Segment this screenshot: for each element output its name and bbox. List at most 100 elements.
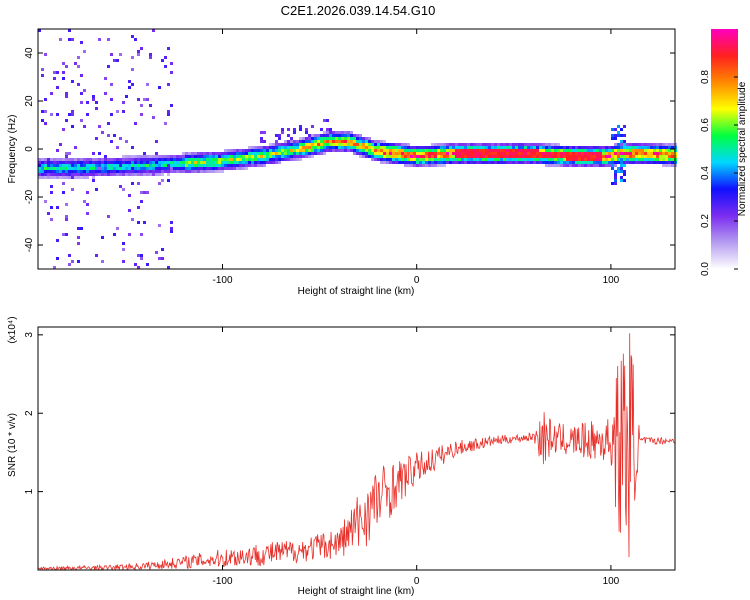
heatmap-cell <box>656 152 659 155</box>
heatmap-cell <box>167 170 170 173</box>
heatmap-cell <box>101 131 104 134</box>
heatmap-cell <box>605 155 608 158</box>
heatmap-cell <box>419 164 422 167</box>
heatmap-cell <box>239 167 242 170</box>
heatmap-cell <box>413 155 416 158</box>
heatmap-cell <box>362 152 365 155</box>
heatmap-cell <box>416 161 419 164</box>
heatmap-cell <box>215 167 218 170</box>
heatmap-cell <box>41 173 44 176</box>
heatmap-cell <box>143 161 146 164</box>
heatmap-cell <box>470 143 473 146</box>
heatmap-cell <box>212 158 215 161</box>
heatmap-cell <box>122 173 125 176</box>
heatmap-cell <box>587 164 590 167</box>
heatmap-cell <box>563 155 566 158</box>
heatmap-cell <box>545 152 548 155</box>
heatmap-cell <box>251 146 254 149</box>
heatmap-cell <box>158 170 161 173</box>
heatmap-cell <box>98 173 101 176</box>
heatmap-cell <box>461 161 464 164</box>
heatmap-cell <box>287 149 290 152</box>
heatmap-cell <box>533 158 536 161</box>
heatmap-cell <box>269 158 272 161</box>
heatmap-cell <box>62 158 65 161</box>
heatmap-cell <box>71 173 74 176</box>
heatmap-cell <box>83 50 86 53</box>
heatmap-cell <box>593 149 596 152</box>
heatmap-cell <box>209 152 212 155</box>
heatmap-cell <box>125 140 128 143</box>
heatmap-cell <box>95 137 98 140</box>
heatmap-cell <box>47 158 50 161</box>
heatmap-cell <box>386 146 389 149</box>
heatmap-cell <box>488 149 491 152</box>
heatmap-cell <box>602 155 605 158</box>
heatmap-cell <box>155 161 158 164</box>
heatmap-cell <box>518 143 521 146</box>
heatmap-cell <box>545 164 548 167</box>
heatmap-cell <box>242 149 245 152</box>
heatmap-cell <box>116 164 119 167</box>
heatmap-cell <box>479 155 482 158</box>
heatmap-cell <box>347 143 350 146</box>
heatmap-cell <box>98 161 101 164</box>
heatmap-cell <box>620 128 623 131</box>
heatmap-cell <box>41 68 44 71</box>
heatmap-cell <box>71 38 74 41</box>
heatmap-cell <box>359 149 362 152</box>
heatmap-cell <box>320 134 323 137</box>
heatmap-cell <box>554 143 557 146</box>
heatmap-cell <box>590 164 593 167</box>
heatmap-cell <box>224 161 227 164</box>
heatmap-cell <box>140 200 143 203</box>
heatmap-cell <box>620 143 623 146</box>
heatmap-cell <box>137 266 140 269</box>
heatmap-cell <box>242 158 245 161</box>
heatmap-cell <box>581 164 584 167</box>
heatmap-cell <box>101 164 104 167</box>
snr-y-multiplier: (x10⁴) <box>7 316 18 343</box>
heatmap-cell <box>656 149 659 152</box>
heatmap-cell <box>143 98 146 101</box>
heatmap-cell <box>80 164 83 167</box>
heatmap-cell <box>335 149 338 152</box>
heatmap-cell <box>485 149 488 152</box>
heatmap-cell <box>380 143 383 146</box>
heatmap-cell <box>506 155 509 158</box>
heatmap-cell <box>44 170 47 173</box>
heatmap-cell <box>128 86 131 89</box>
heatmap-cell <box>101 170 104 173</box>
heatmap-cell <box>431 155 434 158</box>
heatmap-cell <box>533 152 536 155</box>
heatmap-cell <box>275 134 278 137</box>
heatmap-cell <box>188 155 191 158</box>
heatmap-cell <box>197 167 200 170</box>
heatmap-cell <box>254 149 257 152</box>
heatmap-cell <box>425 146 428 149</box>
heatmap-cell <box>188 152 191 155</box>
heatmap-cell <box>422 164 425 167</box>
heatmap-cell <box>392 155 395 158</box>
heatmap-cell <box>431 161 434 164</box>
heatmap-cell <box>473 143 476 146</box>
heatmap-cell <box>272 158 275 161</box>
heatmap-cell <box>389 146 392 149</box>
heatmap-cell <box>485 143 488 146</box>
heatmap-cell <box>428 161 431 164</box>
heatmap-cell <box>365 146 368 149</box>
heatmap-cell <box>458 152 461 155</box>
heatmap-cell <box>395 143 398 146</box>
heatmap-cell <box>125 170 128 173</box>
heatmap-cell <box>302 137 305 140</box>
heatmap-cell <box>440 155 443 158</box>
heatmap-cell <box>323 131 326 134</box>
heatmap-cell <box>119 158 122 161</box>
heatmap-cell <box>587 146 590 149</box>
heatmap-cell <box>626 152 629 155</box>
heatmap-cell <box>134 38 137 41</box>
heatmap-cell <box>638 149 641 152</box>
heatmap-cell <box>137 164 140 167</box>
heatmap-cell <box>581 155 584 158</box>
heatmap-cell <box>206 170 209 173</box>
